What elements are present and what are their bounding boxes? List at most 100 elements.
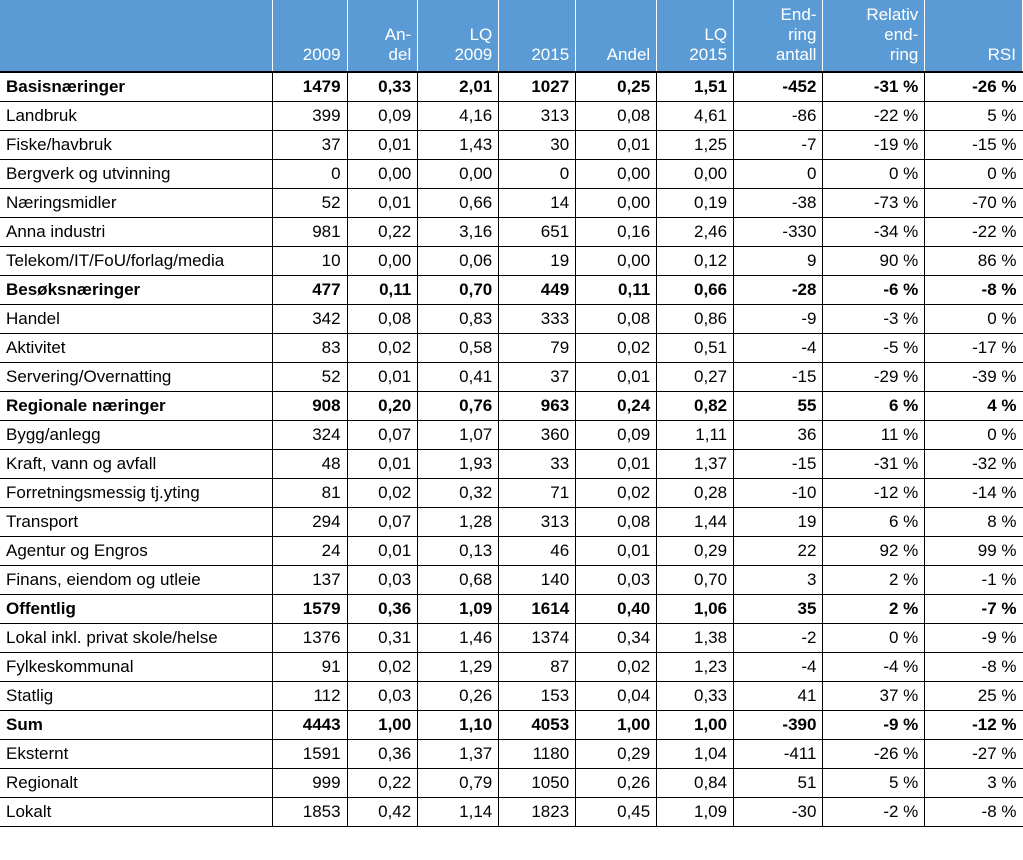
table-header: 2009An-delLQ20092015AndelLQ2015End-ringa… — [0, 0, 1023, 72]
cell-value: 36 — [734, 421, 823, 450]
cell-value: 1,25 — [657, 131, 734, 160]
row-label: Statlig — [0, 682, 272, 711]
cell-value: 1,44 — [657, 508, 734, 537]
cell-value: 0,01 — [576, 450, 657, 479]
cell-value: 1479 — [272, 72, 347, 102]
cell-value: 0,08 — [576, 102, 657, 131]
col-header-3: LQ2009 — [418, 0, 499, 72]
cell-value: 0 — [734, 160, 823, 189]
col-header-9: RSI — [925, 0, 1023, 72]
table-row: Handel3420,080,833330,080,86-9-3 %0 % — [0, 305, 1023, 334]
cell-value: 83 — [272, 334, 347, 363]
cell-value: 1050 — [499, 769, 576, 798]
cell-value: 41 — [734, 682, 823, 711]
cell-value: 0,41 — [418, 363, 499, 392]
cell-value: 87 — [499, 653, 576, 682]
row-label: Bygg/anlegg — [0, 421, 272, 450]
table-row: Fiske/havbruk370,011,43300,011,25-7-19 %… — [0, 131, 1023, 160]
table-row: Sum44431,001,1040531,001,00-390-9 %-12 % — [0, 711, 1023, 740]
row-label: Lokalt — [0, 798, 272, 827]
cell-value: -2 % — [823, 798, 925, 827]
cell-value: 0,01 — [347, 189, 418, 218]
cell-value: 0 — [499, 160, 576, 189]
cell-value: 1,37 — [657, 450, 734, 479]
cell-value: 0,66 — [418, 189, 499, 218]
cell-value: -73 % — [823, 189, 925, 218]
table-row: Lokal inkl. privat skole/helse13760,311,… — [0, 624, 1023, 653]
cell-value: 0,19 — [657, 189, 734, 218]
cell-value: 1,51 — [657, 72, 734, 102]
cell-value: 0,11 — [347, 276, 418, 305]
row-label: Landbruk — [0, 102, 272, 131]
cell-value: 0,70 — [657, 566, 734, 595]
cell-value: 1,00 — [657, 711, 734, 740]
col-header-4: 2015 — [499, 0, 576, 72]
cell-value: 0,03 — [576, 566, 657, 595]
table-row: Bygg/anlegg3240,071,073600,091,113611 %0… — [0, 421, 1023, 450]
row-label: Fylkeskommunal — [0, 653, 272, 682]
cell-value: 0,08 — [347, 305, 418, 334]
cell-value: 4053 — [499, 711, 576, 740]
cell-value: 0,29 — [576, 740, 657, 769]
cell-value: 0,26 — [576, 769, 657, 798]
cell-value: 81 — [272, 479, 347, 508]
cell-value: -6 % — [823, 276, 925, 305]
cell-value: 342 — [272, 305, 347, 334]
cell-value: -30 — [734, 798, 823, 827]
cell-value: 140 — [499, 566, 576, 595]
cell-value: 0,07 — [347, 508, 418, 537]
cell-value: 360 — [499, 421, 576, 450]
cell-value: 0,00 — [576, 247, 657, 276]
cell-value: 333 — [499, 305, 576, 334]
cell-value: 1,38 — [657, 624, 734, 653]
cell-value: 0,82 — [657, 392, 734, 421]
cell-value: 1,09 — [418, 595, 499, 624]
cell-value: 1,09 — [657, 798, 734, 827]
cell-value: 46 — [499, 537, 576, 566]
table-row: Basisnæringer14790,332,0110270,251,51-45… — [0, 72, 1023, 102]
cell-value: 0,33 — [347, 72, 418, 102]
cell-value: 0,08 — [576, 508, 657, 537]
row-label: Lokal inkl. privat skole/helse — [0, 624, 272, 653]
cell-value: -330 — [734, 218, 823, 247]
cell-value: -32 % — [925, 450, 1023, 479]
cell-value: 52 — [272, 189, 347, 218]
table-row: Agentur og Engros240,010,13460,010,29229… — [0, 537, 1023, 566]
cell-value: 3,16 — [418, 218, 499, 247]
cell-value: 35 — [734, 595, 823, 624]
cell-value: 0,02 — [347, 334, 418, 363]
cell-value: 1,14 — [418, 798, 499, 827]
data-table: 2009An-delLQ20092015AndelLQ2015End-ringa… — [0, 0, 1023, 827]
row-label: Basisnæringer — [0, 72, 272, 102]
cell-value: -31 % — [823, 72, 925, 102]
table-row: Offentlig15790,361,0916140,401,06352 %-7… — [0, 595, 1023, 624]
cell-value: 1614 — [499, 595, 576, 624]
cell-value: 0 % — [823, 624, 925, 653]
cell-value: 0,02 — [347, 653, 418, 682]
cell-value: 477 — [272, 276, 347, 305]
cell-value: 0,03 — [347, 682, 418, 711]
cell-value: 0,36 — [347, 595, 418, 624]
col-header-0 — [0, 0, 272, 72]
cell-value: -10 — [734, 479, 823, 508]
row-label: Næringsmidler — [0, 189, 272, 218]
row-label: Fiske/havbruk — [0, 131, 272, 160]
cell-value: 0,29 — [657, 537, 734, 566]
cell-value: 0,83 — [418, 305, 499, 334]
cell-value: 1027 — [499, 72, 576, 102]
row-label: Besøksnæringer — [0, 276, 272, 305]
cell-value: -9 % — [925, 624, 1023, 653]
cell-value: 1,46 — [418, 624, 499, 653]
cell-value: 0,51 — [657, 334, 734, 363]
row-label: Handel — [0, 305, 272, 334]
cell-value: 0 % — [925, 305, 1023, 334]
cell-value: 963 — [499, 392, 576, 421]
cell-value: 8 % — [925, 508, 1023, 537]
cell-value: 153 — [499, 682, 576, 711]
cell-value: 1,07 — [418, 421, 499, 450]
cell-value: -29 % — [823, 363, 925, 392]
cell-value: 651 — [499, 218, 576, 247]
cell-value: 0 — [272, 160, 347, 189]
cell-value: 30 — [499, 131, 576, 160]
cell-value: 71 — [499, 479, 576, 508]
